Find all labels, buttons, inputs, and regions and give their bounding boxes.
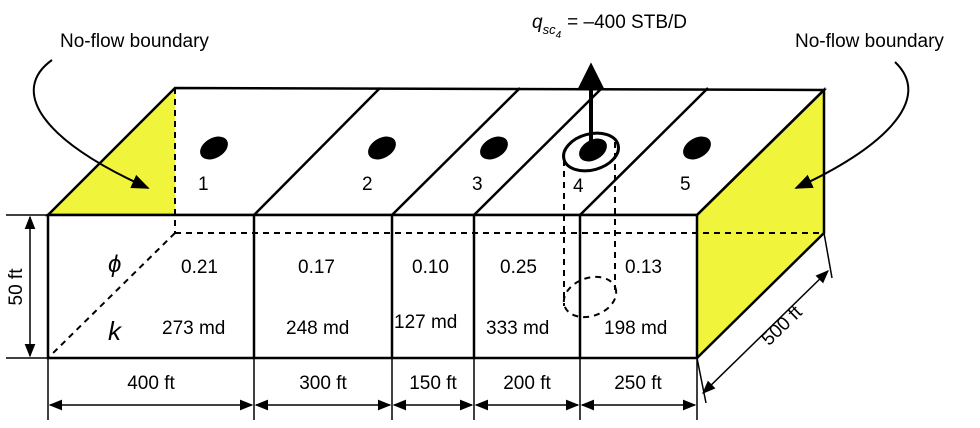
- divider-top-4: [579, 87, 709, 216]
- length-dimensions: [47, 358, 698, 420]
- depth-dim-arrow: [702, 270, 829, 394]
- no-flow-right-label: No-flow boundary: [795, 31, 944, 52]
- length-2: 300 ft: [299, 373, 347, 394]
- divider-top-2: [391, 87, 521, 216]
- well-2-icon: [368, 136, 396, 160]
- length-5: 250 ft: [614, 373, 662, 394]
- divider-top-1: [253, 87, 381, 216]
- no-flow-left-arrow: [32, 59, 150, 189]
- front-face: [46, 213, 699, 360]
- well-rate-symbol: q: [532, 12, 543, 33]
- well-rate-value: = –400 STB/D: [567, 12, 687, 33]
- length-4: 200 ft: [503, 373, 551, 394]
- length-3: 150 ft: [409, 373, 457, 394]
- porosity-4: 0.25: [500, 257, 537, 278]
- height-label: 50 ft: [6, 268, 27, 306]
- porosity-3: 0.10: [412, 257, 449, 278]
- block-number-3: 3: [472, 174, 483, 195]
- no-flow-right-arrow: [794, 61, 910, 189]
- well-rate-subscript: sc: [543, 22, 557, 37]
- depth-dim-tick-front: [696, 357, 707, 404]
- well-1-icon: [200, 136, 228, 160]
- permeability-2: 248 md: [286, 318, 349, 339]
- k-symbol: k: [108, 316, 123, 346]
- block-number-2: 2: [362, 174, 373, 195]
- hidden-edge-left-diagonal: [47, 232, 176, 359]
- no-flow-left-label: No-flow boundary: [60, 31, 209, 52]
- permeability-3: 127 md: [394, 312, 457, 333]
- porosity-1: 0.21: [181, 257, 218, 278]
- block-number-5: 5: [680, 174, 691, 195]
- well-5-icon: [683, 136, 711, 160]
- length-1: 400 ft: [127, 373, 175, 394]
- well-rate-subsubscript: 4: [556, 30, 562, 41]
- well-rate-label: qsc4 = –400 STB/D: [532, 12, 687, 41]
- depth-label: 500 ft: [758, 301, 807, 350]
- permeability-5: 198 md: [604, 318, 667, 339]
- permeability-4: 333 md: [486, 318, 549, 339]
- porosity-2: 0.17: [298, 257, 335, 278]
- well-3-icon: [480, 136, 508, 160]
- phi-symbol: ϕ: [108, 251, 121, 278]
- divider-top-3: [473, 87, 603, 216]
- porosity-5: 0.13: [625, 257, 662, 278]
- depth-dim-tick-back: [823, 232, 833, 279]
- well-cylinder-bottom: [562, 275, 618, 319]
- block-number-4: 4: [573, 176, 584, 197]
- block-number-1: 1: [198, 174, 209, 195]
- permeability-1: 273 md: [162, 318, 225, 339]
- well-4-icon: [579, 138, 607, 162]
